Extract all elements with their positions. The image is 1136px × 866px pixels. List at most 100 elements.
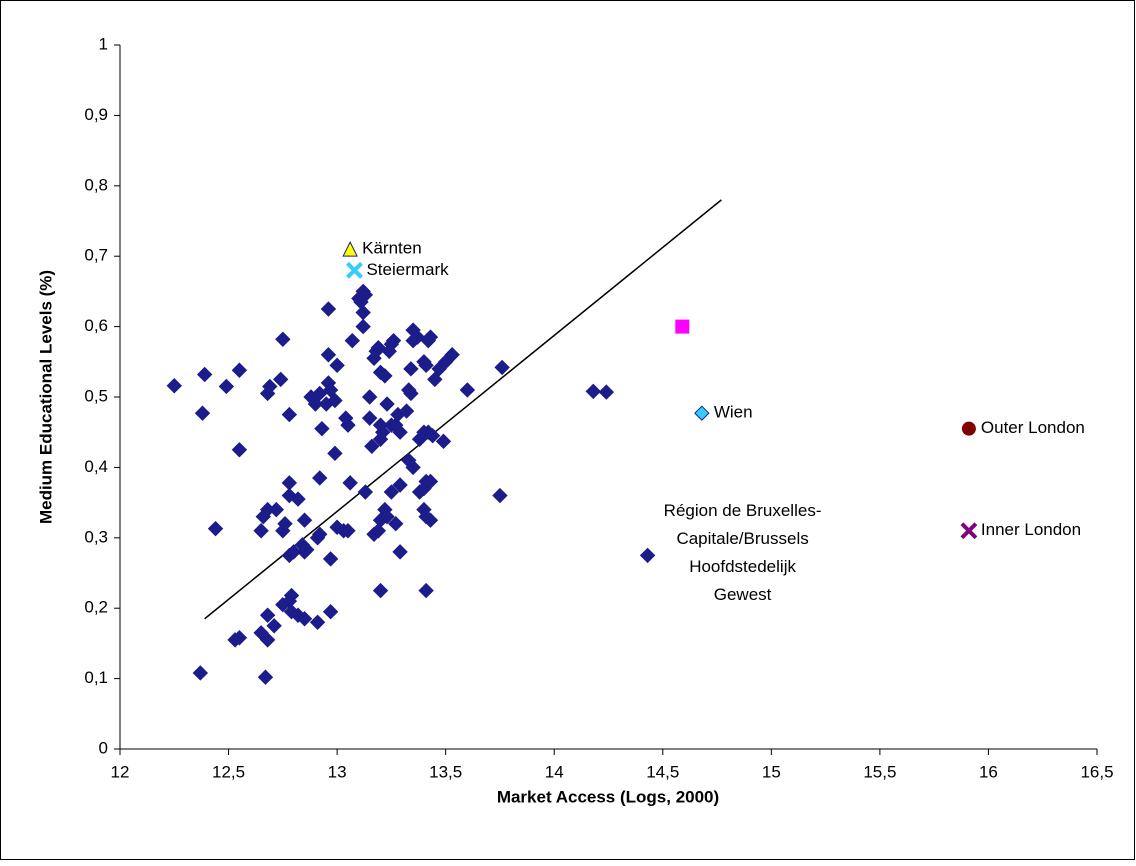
point [418,582,434,599]
point [405,459,421,476]
y-tick-label: 0,7 [84,246,108,265]
point [281,475,298,491]
point [296,611,313,627]
point [960,522,978,540]
point-label: Hoofdstedelijk [689,557,796,576]
y-tick-label: 0 [99,738,108,757]
point [340,417,356,433]
point [253,523,269,539]
y-axis-title: Medium Educational Levels (%) [36,270,55,524]
point [494,359,510,376]
point [403,361,419,377]
point [392,424,408,440]
point [392,477,408,493]
point [459,382,476,398]
y-tick-label: 0,2 [84,598,108,617]
point [379,508,395,525]
point-label: Capitale/Brussels [676,529,808,548]
point-label: Outer London [981,418,1085,437]
point [340,523,356,539]
point [361,410,378,426]
point [398,403,415,419]
point [427,371,443,388]
point [281,487,298,504]
point [361,389,378,405]
point [357,484,374,500]
point [403,385,419,402]
point [312,526,328,542]
point-label: Région de Bruxelles- [664,501,822,520]
point [327,392,343,409]
point [639,547,656,564]
point [422,512,439,528]
point [435,433,452,450]
x-tick-label: 13 [328,762,347,781]
point [290,491,306,507]
point [231,362,248,378]
point [422,329,439,345]
point [327,445,343,462]
point [307,396,324,412]
point [309,614,326,630]
point [166,378,182,394]
point-label: Gewest [714,585,772,604]
point [372,582,389,599]
point [314,420,330,437]
point [320,347,337,363]
point [299,542,315,558]
point [342,475,358,491]
point [262,378,278,395]
point [281,406,298,423]
point [268,501,285,518]
point [374,424,391,440]
y-tick-label: 0,3 [84,527,108,546]
x-tick-label: 15,5 [863,762,896,781]
point [675,319,690,334]
point [424,428,441,444]
point [355,318,371,335]
y-tick-label: 0,1 [84,668,108,687]
point [385,332,402,349]
point [277,516,293,532]
point-label: Steiermark [366,260,449,279]
x-tick-label: 15 [762,762,781,781]
point [961,421,976,436]
point [585,383,602,400]
point [422,473,439,490]
point [259,607,276,623]
point [383,484,400,500]
point [218,378,235,395]
point [388,516,404,532]
x-tick-label: 14 [545,762,564,781]
point [379,396,395,412]
point-label: Kärnten [362,239,422,258]
point [418,357,434,374]
point [492,487,508,504]
point [207,520,224,537]
point [444,347,460,363]
point [312,470,328,486]
x-tick-label: 16 [979,762,998,781]
point-label: Wien [714,403,753,422]
x-axis-title: Market Access (Logs, 2000) [497,787,719,806]
y-tick-label: 0,9 [84,105,108,124]
point [231,442,248,458]
point [196,366,213,383]
point [329,357,345,374]
point [344,332,361,349]
point [357,287,374,303]
y-tick-label: 0,4 [84,457,108,476]
point [346,261,363,279]
point [285,544,302,560]
y-tick-label: 0,6 [84,316,108,335]
point [283,587,300,604]
x-tick-label: 13,5 [429,762,462,781]
point [192,665,209,681]
y-tick-label: 0,8 [84,175,108,194]
point [322,382,339,398]
point [322,604,339,620]
x-tick-label: 12 [111,762,130,781]
y-tick-label: 1 [99,34,108,53]
point [320,301,337,317]
